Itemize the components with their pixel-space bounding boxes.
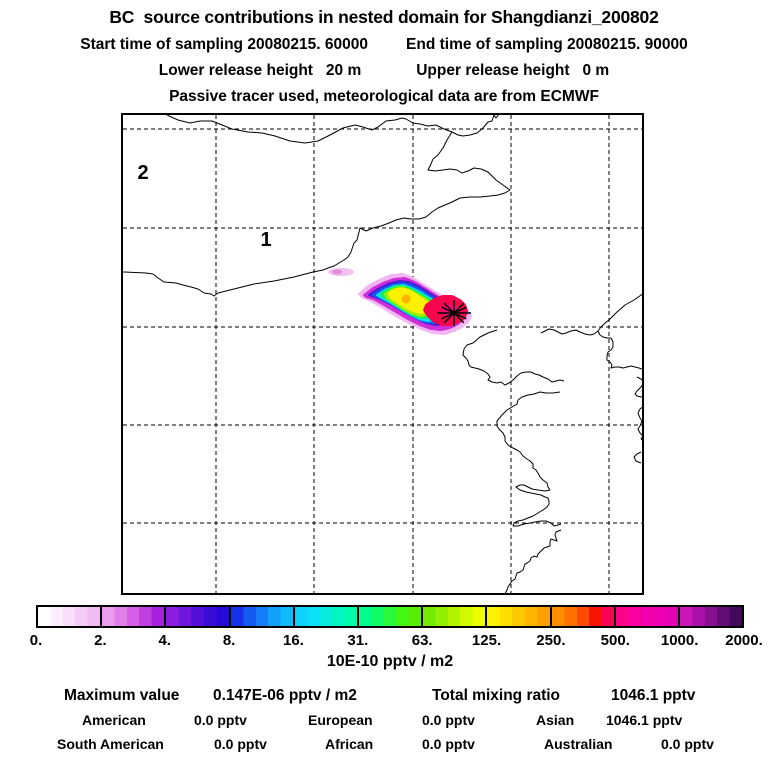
map-canvas: 21 xyxy=(123,115,642,593)
sampling-times-row: Start time of sampling 20080215. 60000 E… xyxy=(0,36,768,54)
sampling-start-text: Start time of sampling 20080215. 60000 xyxy=(80,36,369,53)
colorbar-segment-9 xyxy=(613,607,678,626)
colorbar-tick-2: 2. xyxy=(94,632,107,649)
coastline-path xyxy=(633,451,642,464)
upper-release-text: Upper release height 0 m xyxy=(416,62,610,79)
coastline-path xyxy=(496,391,562,527)
faint-plume-blob-core xyxy=(332,269,342,275)
colorbar-segment-3 xyxy=(228,607,293,626)
american-value: 0.0 pptv xyxy=(194,712,247,728)
colorbar-tick-4: 4. xyxy=(158,632,171,649)
total-ratio-label: Total mixing ratio xyxy=(432,687,561,704)
colorbar-tick-8: 8. xyxy=(222,632,236,649)
asian-value: 1046.1 pptv xyxy=(606,712,683,728)
coastline-path xyxy=(597,330,642,370)
colorbar-tick-31: 31. xyxy=(347,632,369,649)
colorbar-segment-8 xyxy=(549,607,614,626)
american-label: American xyxy=(82,712,146,728)
african-label: African xyxy=(325,736,374,752)
colorbar-tick-125: 125. xyxy=(471,632,502,649)
colorbar-tick-250: 250. xyxy=(536,632,566,649)
colorbar-segment-4 xyxy=(292,607,357,626)
max-value-label: Maximum value xyxy=(64,687,180,704)
colorbar xyxy=(36,605,744,628)
sampling-end-text: End time of sampling 20080215. 90000 xyxy=(406,36,688,53)
lower-release-text: Lower release height 20 m xyxy=(158,62,362,79)
colorbar-tick-63: 63. xyxy=(411,632,433,649)
page-title: BC source contributions in nested domain… xyxy=(109,7,659,27)
coastline-path xyxy=(504,529,562,593)
european-label: European xyxy=(308,712,373,728)
colorbar-tick-1000: 1000. xyxy=(660,632,699,649)
total-ratio-value: 1046.1 pptv xyxy=(611,687,696,704)
receptor-star-icon xyxy=(441,306,467,320)
colorbar-segment-7 xyxy=(485,607,550,626)
colorbar-segment-2 xyxy=(164,607,229,626)
domain-label-2: 2 xyxy=(137,162,148,184)
colorbar-segment-0 xyxy=(38,607,101,626)
coastline-path xyxy=(123,131,511,297)
colorbar-segment-5 xyxy=(356,607,422,626)
australian-label: Australian xyxy=(544,736,613,752)
max-value: 0.147E-06 pptv / m2 xyxy=(213,687,357,704)
release-heights-row: Lower release height 20 m Upper release … xyxy=(0,62,768,80)
australian-value: 0.0 pptv xyxy=(661,736,714,752)
african-value: 0.0 pptv xyxy=(422,736,475,752)
coastline-path xyxy=(166,115,499,144)
colorbar-tick-2000: 2000. xyxy=(725,632,763,649)
tracer-note: Passive tracer used, meteorological data… xyxy=(169,88,599,105)
colorbar-units-label: 10E-10 pptv / m2 xyxy=(326,653,454,670)
asian-label: Asian xyxy=(536,712,575,728)
colorbar-segment-1 xyxy=(100,607,165,626)
colorbar-tick-500: 500. xyxy=(600,632,630,649)
south-american-label: South American xyxy=(57,736,164,752)
coastline-path xyxy=(540,293,642,336)
colorbar-segment-6 xyxy=(421,607,486,626)
colorbar-tick-labels: 0. 2. 4. 8. 16. 31. 63. 125. 250. 500. 1000. 2000. xyxy=(0,632,768,650)
plume-orange-spot xyxy=(401,294,411,304)
european-value: 0.0 pptv xyxy=(422,712,475,728)
coastline-path xyxy=(462,329,565,386)
south-american-value: 0.0 pptv xyxy=(214,736,267,752)
coastline-path xyxy=(634,376,642,398)
colorbar-tick-16: 16. xyxy=(283,632,304,649)
domain-label-1: 1 xyxy=(260,229,271,251)
colorbar-tick-0: 0. xyxy=(29,632,43,649)
colorbar-segment-10 xyxy=(677,607,743,626)
coastline-path xyxy=(637,406,642,441)
